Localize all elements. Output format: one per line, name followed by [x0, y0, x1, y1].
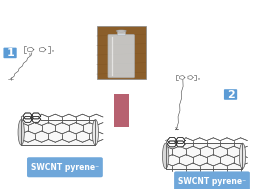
FancyBboxPatch shape [174, 171, 250, 189]
Polygon shape [176, 141, 185, 147]
Text: SWCNT pyrene⁻: SWCNT pyrene⁻ [31, 163, 99, 172]
Polygon shape [167, 141, 177, 147]
Polygon shape [31, 113, 41, 119]
FancyBboxPatch shape [224, 89, 237, 100]
Polygon shape [23, 113, 32, 119]
Bar [117, 30, 125, 36]
FancyBboxPatch shape [108, 35, 135, 78]
Text: S: S [29, 53, 31, 57]
Ellipse shape [239, 143, 246, 169]
FancyBboxPatch shape [3, 48, 17, 58]
Ellipse shape [162, 143, 169, 169]
Ellipse shape [92, 120, 99, 145]
Polygon shape [167, 138, 177, 143]
Bar [114, 94, 129, 127]
Bar [166, 143, 242, 169]
Text: n: n [197, 77, 199, 81]
Ellipse shape [18, 120, 24, 145]
Bar [21, 120, 95, 145]
Polygon shape [23, 116, 32, 122]
Bar [166, 143, 242, 169]
Text: SWCNT pyrene⁻: SWCNT pyrene⁻ [178, 177, 246, 186]
Polygon shape [176, 138, 185, 143]
Ellipse shape [116, 30, 126, 32]
Polygon shape [31, 116, 41, 122]
Text: n: n [52, 49, 54, 53]
Bar [97, 26, 146, 79]
Bar [21, 120, 95, 145]
Text: 2: 2 [227, 90, 235, 99]
FancyBboxPatch shape [27, 157, 103, 177]
Text: 1: 1 [6, 48, 14, 58]
